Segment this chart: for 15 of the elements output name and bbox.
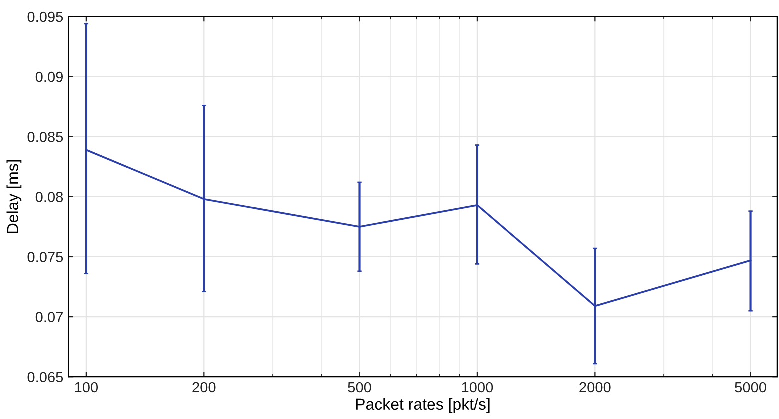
y-axis-title: Delay [ms] xyxy=(6,160,22,234)
x-axis-title: Packet rates [pkt/s] xyxy=(356,398,490,414)
y-tick-label: 0.07 xyxy=(36,312,63,322)
x-tick-label: 500 xyxy=(348,382,372,393)
y-tick-label: 0.085 xyxy=(28,132,64,142)
y-tick-label: 0.08 xyxy=(36,192,64,202)
x-tick-label: 100 xyxy=(75,382,98,393)
y-tick-label: 0.095 xyxy=(28,12,64,22)
y-tick-label: 0.065 xyxy=(28,372,64,383)
y-tick-label: 0.075 xyxy=(28,252,64,262)
x-tick-label: 2000 xyxy=(580,382,611,393)
y-tick-label: 0.09 xyxy=(36,72,63,82)
x-tick-label: 200 xyxy=(192,382,216,393)
x-tick-label: 5000 xyxy=(735,382,766,393)
x-tick-label: 1000 xyxy=(462,382,494,393)
